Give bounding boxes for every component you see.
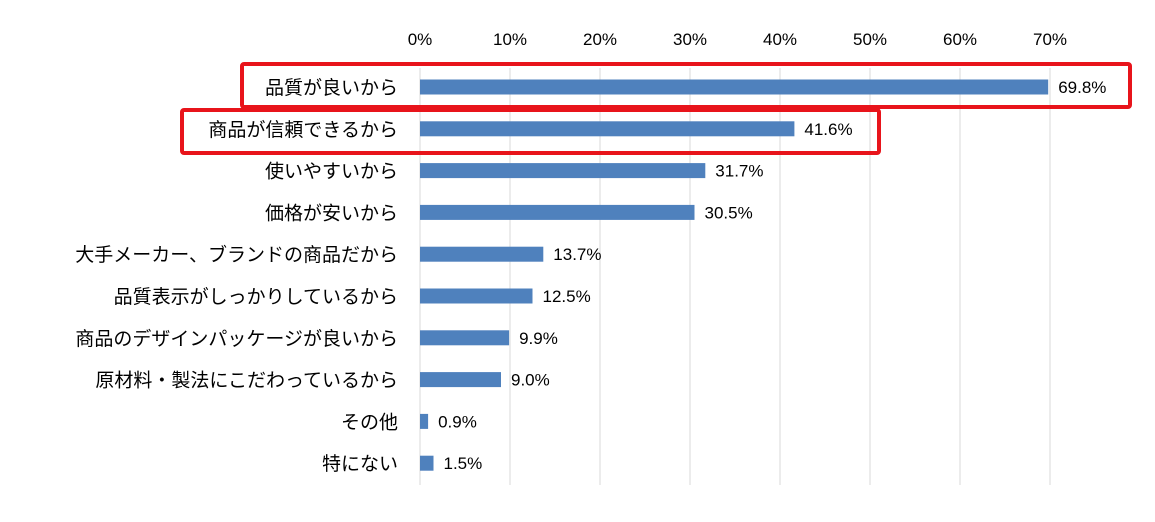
x-tick-label: 40% [763, 30, 797, 49]
x-tick-label: 10% [493, 30, 527, 49]
data-label: 13.7% [553, 245, 601, 264]
data-label: 31.7% [715, 162, 763, 181]
data-label: 9.9% [519, 329, 558, 348]
x-tick-label: 60% [943, 30, 977, 49]
category-label: 使いやすいから [265, 161, 398, 183]
data-label: 0.9% [438, 412, 477, 431]
bar [420, 288, 533, 304]
x-tick-label: 50% [853, 30, 887, 49]
x-tick-label: 20% [583, 30, 617, 49]
bar [420, 246, 544, 262]
data-label: 1.5% [444, 454, 483, 473]
category-label: 品質表示がしっかりしているから [114, 286, 398, 308]
bar [420, 204, 695, 220]
category-label: 価格が安いから [265, 202, 398, 224]
bar [420, 455, 434, 471]
data-label: 12.5% [543, 287, 591, 306]
data-label: 9.0% [511, 371, 550, 390]
bar [420, 79, 1049, 95]
data-label: 30.5% [705, 203, 753, 222]
category-label: 商品が信頼できるから [208, 119, 398, 141]
x-tick-label: 30% [673, 30, 707, 49]
category-label: 品質が良いから [265, 77, 398, 99]
highlight-box [180, 108, 881, 155]
category-label: 原材料・製法にこだわっているから [95, 370, 398, 392]
bar [420, 330, 510, 346]
bar [420, 372, 501, 388]
highlight-box [240, 62, 1132, 109]
bar [420, 121, 795, 137]
category-label: 大手メーカー、ブランドの商品だから [75, 243, 398, 266]
x-tick-label: 70% [1033, 30, 1067, 49]
x-tick-label: 0% [408, 30, 433, 49]
bar [420, 163, 706, 179]
category-label: その他 [341, 411, 398, 433]
data-label: 69.8% [1058, 78, 1106, 97]
data-label: 41.6% [804, 120, 852, 139]
category-label: 特にない [322, 453, 398, 475]
category-label: 商品のデザインパッケージが良いから [75, 328, 398, 350]
bar [420, 413, 429, 429]
